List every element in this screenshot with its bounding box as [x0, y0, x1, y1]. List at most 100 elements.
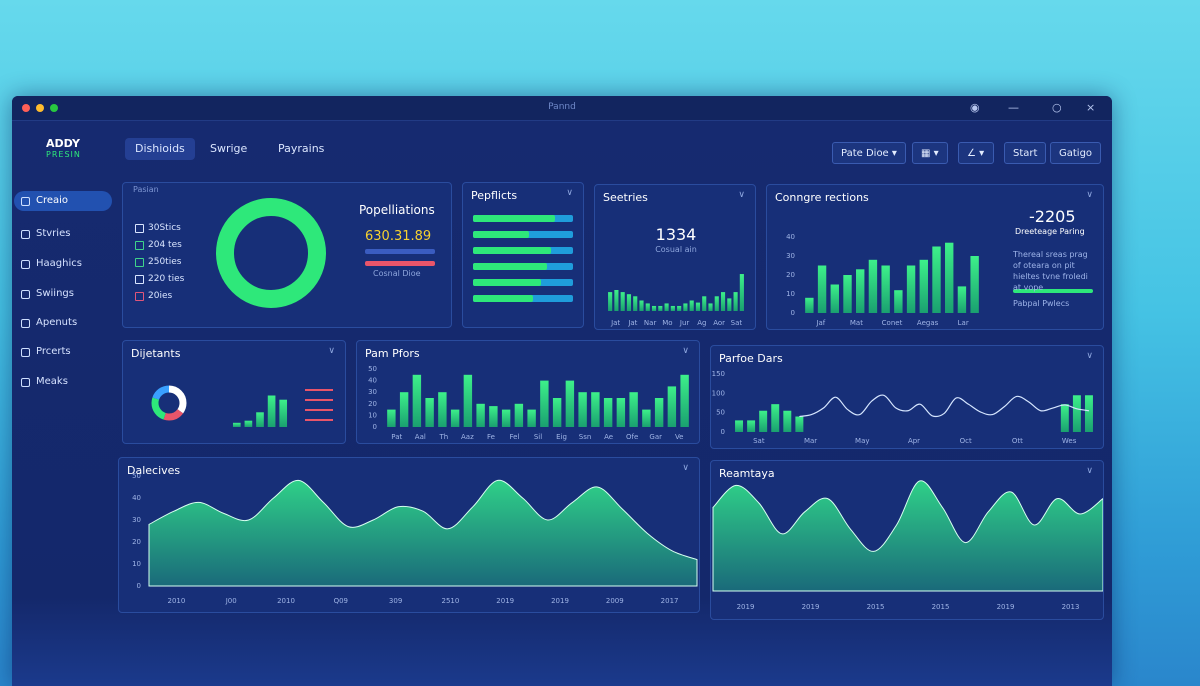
brand-tagline: PRESIN: [46, 150, 81, 159]
legend-item: 220 ties: [135, 274, 184, 284]
x-tick-label: Mat: [850, 319, 863, 327]
bar: [616, 398, 626, 427]
minimize-dot[interactable]: [36, 104, 44, 112]
toolbar-button[interactable]: Gatigo: [1050, 142, 1102, 164]
panel-chart: 0 50 100 150 Sat Mar May Apr Oct Ott Wes: [712, 370, 1093, 445]
bar: [894, 290, 903, 313]
bar: [473, 215, 555, 222]
brand: ADDY PRESIN: [46, 138, 81, 160]
panel-menu[interactable]: ∨: [682, 346, 689, 356]
panel-value: 630.31.89: [365, 229, 432, 244]
bar: [645, 303, 650, 311]
bar: [608, 292, 613, 311]
legend-item: 250ties: [135, 257, 181, 267]
bar: [683, 303, 688, 311]
user-icon[interactable]: ○: [1052, 101, 1062, 114]
x-tick-label: Sil: [534, 433, 542, 441]
panel-title: Popelliations: [359, 203, 435, 217]
panel-menu[interactable]: ∨: [566, 188, 573, 198]
x-tick-label: Aaz: [461, 433, 474, 441]
x-tick-label: Mar: [804, 437, 817, 445]
sidebar-item[interactable]: Stvries: [14, 224, 112, 244]
min-icon[interactable]: —: [1008, 101, 1019, 114]
bar: [727, 298, 732, 311]
y-tick-label: 20: [786, 271, 795, 279]
y-tick-label: 0: [791, 309, 795, 317]
y-tick-label: 50: [368, 365, 377, 373]
panel-title: Seetries: [603, 191, 648, 204]
zoom-dot[interactable]: [50, 104, 58, 112]
bar: [578, 392, 587, 427]
toolbar-button[interactable]: Pate Dioe ▾: [832, 142, 906, 164]
bar: [843, 275, 852, 313]
sidebar-item[interactable]: Apenuts: [14, 313, 112, 333]
panel: Pepflicts ∨: [462, 182, 584, 328]
accent-bar: [305, 419, 333, 421]
bar: [552, 398, 562, 427]
panel-menu[interactable]: ∨: [1086, 190, 1093, 200]
x-tick-label: Jat: [610, 319, 620, 327]
bar: [664, 303, 669, 311]
x-tick-label: Aor: [713, 319, 725, 327]
legend-item: 204 tes: [135, 240, 182, 250]
sidebar-item[interactable]: Prcerts: [14, 342, 112, 362]
x-tick-label: 2019: [496, 597, 514, 605]
donut-segment: [151, 385, 187, 421]
x-tick-label: Sat: [731, 319, 743, 327]
x-tick-label: Pat: [391, 433, 402, 441]
panel-menu[interactable]: ∨: [738, 190, 745, 200]
y-tick-label: 50: [716, 409, 725, 417]
panel: 2019 2019 2015 2015 2019 2013 Reamtaya ∨: [710, 460, 1104, 620]
sidebar-item[interactable]: Meaks: [14, 372, 112, 392]
close-dot[interactable]: [22, 104, 30, 112]
panel-subtitle: Dreeteage Paring: [1015, 227, 1085, 236]
bar: [473, 279, 541, 286]
panel: 0 10 20 30 40 Jaf Mat Conet Aegas Lar Conngre rect…: [766, 184, 1104, 330]
x-tick-label: Ssn: [579, 433, 592, 441]
bar: [626, 294, 632, 311]
line: [799, 394, 1090, 418]
panel-menu[interactable]: ∨: [328, 346, 335, 356]
sidebar-item[interactable]: Creaio: [14, 191, 112, 211]
area: [712, 480, 1103, 592]
close-icon[interactable]: ×: [1086, 101, 1096, 114]
panel-title: Pam Pfors: [365, 347, 420, 360]
sidebar-item[interactable]: Swiings: [14, 284, 112, 304]
panel-title: Dijetants: [131, 347, 181, 360]
bar: [670, 305, 675, 311]
x-tick-label: 2019: [997, 603, 1015, 611]
panel-menu[interactable]: ∨: [1086, 351, 1093, 361]
filter-button[interactable]: ∠ ▾: [958, 142, 994, 164]
y-tick-label: 30: [132, 516, 141, 524]
bar: [747, 420, 756, 432]
x-tick-label: 2015: [932, 603, 950, 611]
bar: [633, 296, 638, 311]
tab[interactable]: Payrains: [278, 142, 325, 155]
bar: [881, 265, 890, 313]
x-tick-label: Mo: [662, 319, 672, 327]
bar: [501, 409, 511, 427]
bar: [795, 416, 804, 432]
x-tick-label: Jaf: [815, 319, 825, 327]
title-bar: Pannd ◉ — ○ ×: [12, 96, 1112, 121]
panel-value: 1334: [655, 225, 697, 244]
bar: [1072, 395, 1081, 432]
panel-menu[interactable]: ∨: [682, 463, 689, 473]
bar: [830, 284, 839, 313]
x-tick-label: May: [855, 437, 869, 445]
x-tick-label: Q09: [334, 597, 348, 605]
grid-button[interactable]: ▦ ▾: [912, 142, 948, 164]
bar: [739, 274, 744, 311]
x-tick-label: Gar: [649, 433, 662, 441]
panel: 0 10 20 30 40 50 Pat Aal Th Aaz Fe Fel Sil Eig Ssn Ae Of…: [356, 340, 700, 444]
notify-icon[interactable]: ◉: [970, 101, 980, 114]
sidebar-item[interactable]: Haaghics: [14, 254, 112, 274]
panel-menu[interactable]: ∨: [1086, 466, 1093, 476]
bar: [868, 259, 878, 313]
toolbar-button[interactable]: Start: [1004, 142, 1047, 164]
panel: 0 10 20 30 40 50 2010 J00 2010 Q09 309 2510 2019 2019…: [118, 457, 700, 613]
tab[interactable]: Swrige: [210, 142, 248, 155]
tab[interactable]: Dishioids: [125, 138, 195, 160]
bar: [805, 297, 814, 313]
